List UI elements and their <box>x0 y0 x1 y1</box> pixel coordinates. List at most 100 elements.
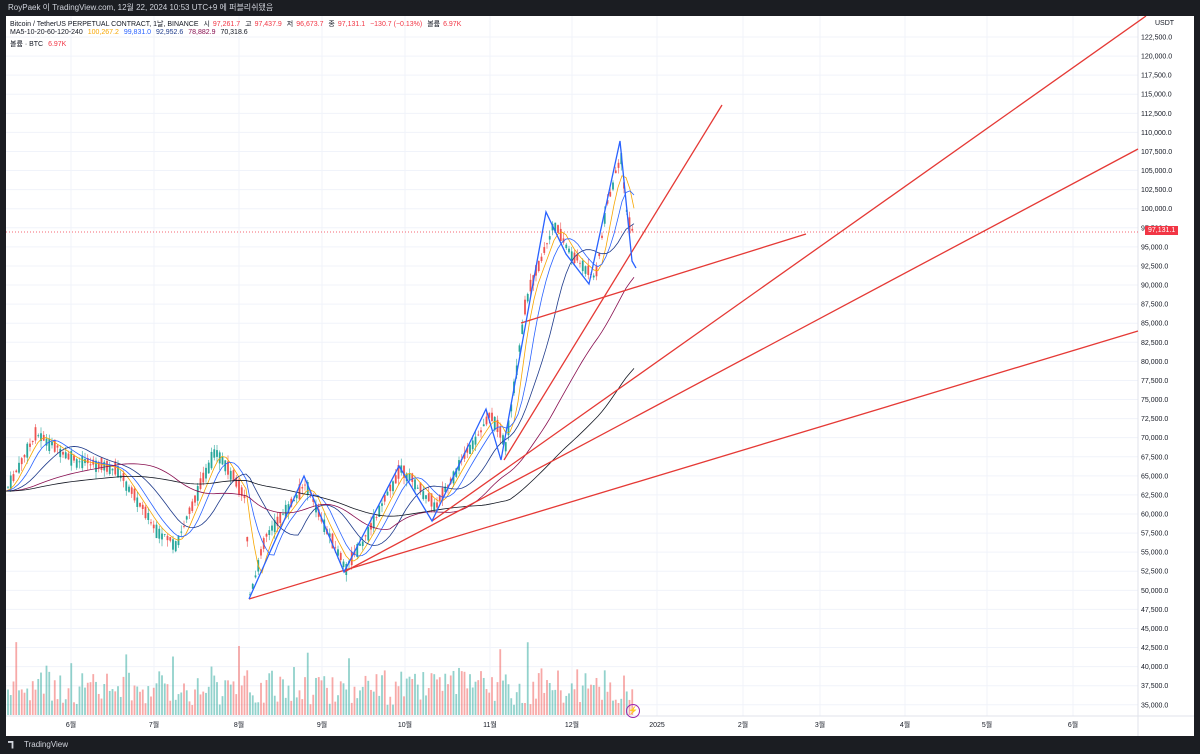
tradingview-logo-icon <box>8 740 14 749</box>
trend-line[interactable] <box>343 148 1139 573</box>
candle-body <box>378 505 381 517</box>
volume-bar <box>284 697 287 715</box>
trend-line[interactable] <box>431 16 1147 522</box>
volume-bar <box>444 673 447 715</box>
volume-bar <box>480 671 482 715</box>
volume-bar <box>372 691 375 715</box>
candle-body <box>221 456 224 465</box>
price-chart[interactable]: 122,500.0 120,000.0 117,500.0 115,000.0 112,… <box>6 16 1194 736</box>
volume-bar <box>543 692 546 715</box>
price-tick-label: 102,500.0 <box>1141 187 1172 194</box>
chart-area[interactable]: 122,500.0 120,000.0 117,500.0 115,000.0 112,… <box>6 16 1194 736</box>
ma5-value: 100,267.2 <box>87 29 119 36</box>
volume-label: 볼륨 <box>427 21 441 28</box>
price-tick-label: 75,000.0 <box>1141 397 1168 404</box>
candle-body <box>144 506 147 519</box>
candle-body <box>570 251 573 262</box>
volume-bar <box>81 673 84 715</box>
volume-bar <box>359 690 361 715</box>
volume-bar <box>265 680 268 715</box>
candle-body <box>130 487 133 494</box>
trend-line[interactable] <box>248 330 1139 600</box>
volume-bar <box>375 674 378 715</box>
candle-body <box>276 516 279 526</box>
volume-bar <box>51 700 53 715</box>
candle-body <box>304 484 306 486</box>
volume-bar <box>559 690 562 715</box>
volume-bar <box>507 684 510 715</box>
candle-body <box>480 430 482 433</box>
candle-body <box>438 495 441 501</box>
volume-bar <box>133 685 136 715</box>
candle-body <box>548 236 551 240</box>
ma120-value: 70,318.6 <box>220 29 248 36</box>
volume-bar <box>339 681 342 715</box>
volume-bar <box>524 702 526 715</box>
volume-bar <box>293 667 295 715</box>
volume-bar <box>9 695 12 715</box>
candle-body <box>92 459 95 465</box>
volume-bar <box>152 687 155 715</box>
volume-bar <box>45 665 48 715</box>
volume-line-label[interactable]: 볼륨 · BTC <box>10 41 44 48</box>
volume-bar <box>425 695 427 715</box>
volume-bar <box>334 701 337 715</box>
symbol-name[interactable]: Bitcoin / TetherUS PERPETUAL CONTRACT, 1… <box>10 21 199 28</box>
time-tick-label: 8월 <box>234 720 244 729</box>
lightning-icon[interactable]: ⚡ <box>626 704 640 718</box>
candle-body <box>372 515 375 529</box>
volume-bar <box>114 691 117 715</box>
candle-body <box>53 439 56 452</box>
volume-bar <box>455 694 458 715</box>
currency-label: USDT <box>1155 20 1175 27</box>
candle-body <box>383 494 386 502</box>
candle-body <box>312 498 315 502</box>
candle-body <box>174 541 177 552</box>
candle-body <box>628 217 631 234</box>
volume-bar <box>422 672 425 715</box>
volume-bar <box>136 686 139 715</box>
time-tick-label: 6월 <box>1068 720 1078 729</box>
candle-body <box>40 433 42 442</box>
volume-bar <box>174 699 177 715</box>
volume-bar <box>370 689 372 715</box>
volume-bar <box>414 673 416 715</box>
trend-line[interactable] <box>520 233 807 324</box>
candle-body <box>29 443 31 447</box>
volume-bar <box>18 690 20 715</box>
tradingview-brand[interactable]: TradingView <box>8 740 68 749</box>
volume-bar <box>210 666 213 715</box>
candle-body <box>15 470 18 473</box>
candle-body <box>243 495 246 499</box>
volume-bar <box>598 686 601 715</box>
ma-label[interactable]: MA5-10-20-60-120-240 <box>10 29 83 36</box>
candle-body <box>185 516 188 520</box>
candle-body <box>293 499 295 502</box>
volume-bar <box>557 670 559 715</box>
ma20-line <box>6 223 635 546</box>
volume-bar <box>496 682 499 715</box>
candle-body <box>89 464 92 466</box>
volume-bar <box>251 695 254 715</box>
volume-bar <box>290 700 293 715</box>
volume-bar <box>471 687 474 715</box>
volume-bar <box>488 692 491 715</box>
zigzag-pattern[interactable] <box>248 140 637 600</box>
volume-bar <box>67 688 70 715</box>
candle-body <box>9 475 12 490</box>
time-tick-label: 4월 <box>900 720 910 729</box>
trend-line[interactable] <box>503 104 723 461</box>
volume-bar <box>438 677 441 715</box>
candle-body <box>172 539 174 550</box>
volume-bar <box>623 675 625 715</box>
low-label: 저 <box>286 21 294 28</box>
candle-body <box>125 481 128 491</box>
candle-body <box>579 262 581 264</box>
candle-body <box>598 253 601 257</box>
volume-bar <box>111 689 114 715</box>
volume-bar <box>430 673 433 715</box>
volume-bar <box>436 679 438 715</box>
symbol-legend: Bitcoin / TetherUS PERPETUAL CONTRACT, 1… <box>10 19 464 29</box>
candle-body <box>108 464 111 474</box>
volume-bar <box>298 690 301 715</box>
